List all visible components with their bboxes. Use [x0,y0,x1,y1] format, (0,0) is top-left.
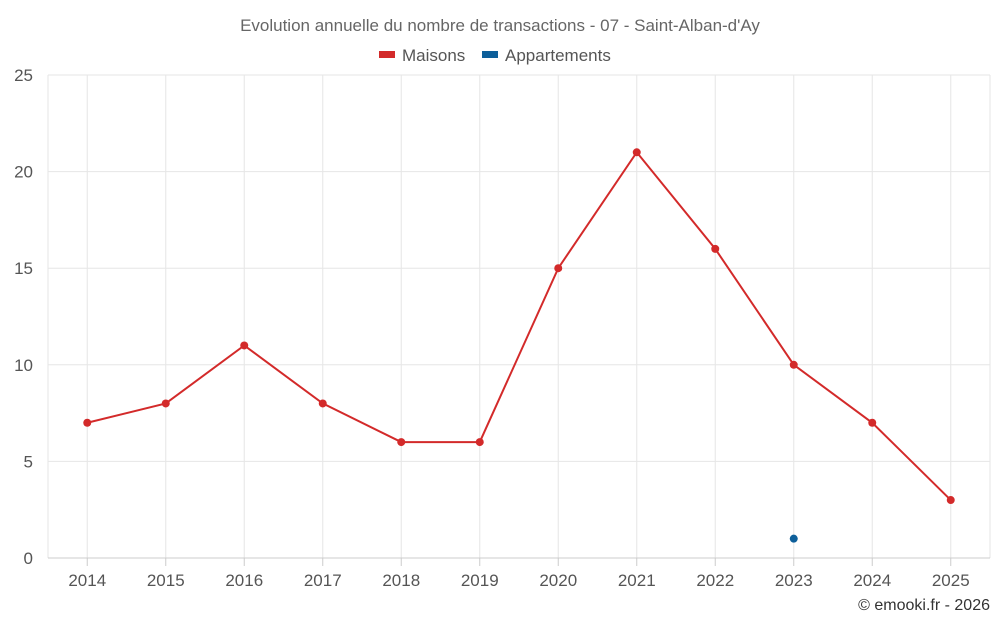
legend-swatch-appartements [482,51,498,58]
y-tick-label: 20 [14,163,33,182]
legend-item-appartements[interactable]: Appartements [482,46,611,65]
data-point-maisons[interactable] [475,438,484,447]
data-point-maisons[interactable] [161,399,170,408]
data-point-maisons[interactable] [711,244,720,253]
data-point-maisons[interactable] [318,399,327,408]
x-tick-label: 2015 [147,571,185,590]
x-tick-label: 2016 [225,571,263,590]
data-point-maisons[interactable] [83,418,92,427]
legend-item-maisons[interactable]: Maisons [379,46,465,65]
x-tick-label: 2018 [382,571,420,590]
y-tick-label: 10 [14,356,33,375]
data-point-appartements[interactable] [789,534,798,543]
x-tick-label: 2017 [304,571,342,590]
data-point-maisons[interactable] [240,341,249,350]
x-tick-label: 2019 [461,571,499,590]
y-tick-label: 0 [24,549,33,568]
x-tick-label: 2022 [696,571,734,590]
x-tick-label: 2020 [539,571,577,590]
data-point-maisons[interactable] [946,496,955,505]
legend-label-maisons: Maisons [402,46,465,65]
x-tick-label: 2023 [775,571,813,590]
x-tick-label: 2014 [68,571,106,590]
x-tick-label: 2024 [853,571,891,590]
data-point-maisons[interactable] [397,438,406,447]
data-point-maisons[interactable] [789,360,798,369]
y-tick-label: 25 [14,66,33,85]
data-point-maisons[interactable] [632,148,641,157]
x-tick-label: 2021 [618,571,656,590]
legend-swatch-maisons [379,51,395,58]
data-point-maisons[interactable] [554,264,563,273]
chart-title: Evolution annuelle du nombre de transact… [240,16,760,35]
y-tick-label: 5 [24,452,33,471]
x-tick-label: 2025 [932,571,970,590]
legend: Maisons Appartements [379,46,611,65]
legend-label-appartements: Appartements [505,46,611,65]
data-point-maisons[interactable] [868,418,877,427]
y-tick-label: 15 [14,259,33,278]
credit-text: © emooki.fr - 2026 [858,597,990,614]
series-line-maisons [87,150,952,501]
